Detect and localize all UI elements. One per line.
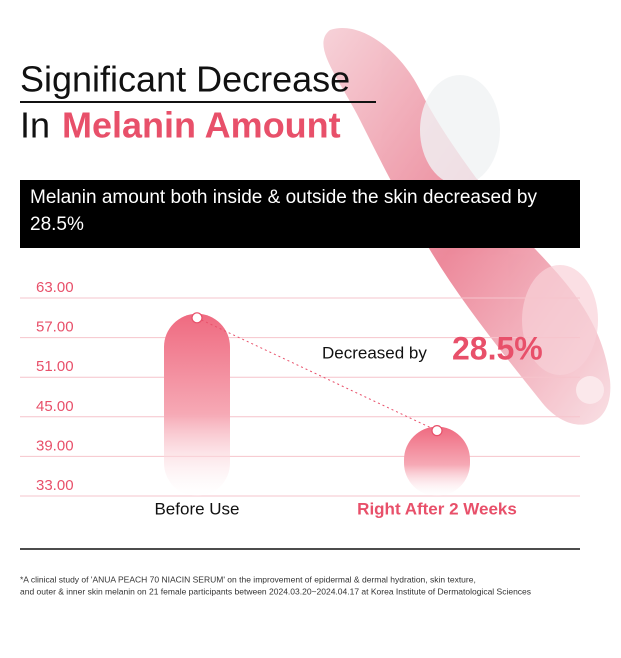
subtitle-wrap: Melanin amount both inside & outside the… <box>30 187 537 235</box>
annotation-value: 28.5% <box>452 330 543 366</box>
y-tick-label: 63.00 <box>36 279 74 296</box>
annotation-prefix: Decreased by <box>322 343 427 362</box>
subtitle-box <box>20 180 580 248</box>
title-line1: Significant Decrease <box>20 59 350 100</box>
subtitle: Melanin amount both inside & outside the… <box>30 187 537 235</box>
y-tick-label: 57.00 <box>36 319 74 336</box>
value-dot <box>431 425 443 437</box>
footnote: and outer & inner skin melanin on 21 fem… <box>20 586 531 596</box>
value-dot <box>191 312 203 324</box>
x-tick-label: Right After 2 Weeks <box>357 499 517 518</box>
bar <box>404 426 470 496</box>
footnote: *A clinical study of 'ANUA PEACH 70 NIAC… <box>20 574 476 584</box>
y-tick-label: 51.00 <box>36 358 74 375</box>
y-tick-label: 39.00 <box>36 437 74 454</box>
title-highlight: Melanin Amount <box>62 105 341 146</box>
y-tick-label: 33.00 <box>36 477 74 494</box>
x-tick-label: Before Use <box>154 499 239 518</box>
y-tick-label: 45.00 <box>36 398 74 415</box>
bar <box>164 313 230 496</box>
title-line2: In <box>20 105 50 146</box>
trend-line <box>196 317 438 432</box>
